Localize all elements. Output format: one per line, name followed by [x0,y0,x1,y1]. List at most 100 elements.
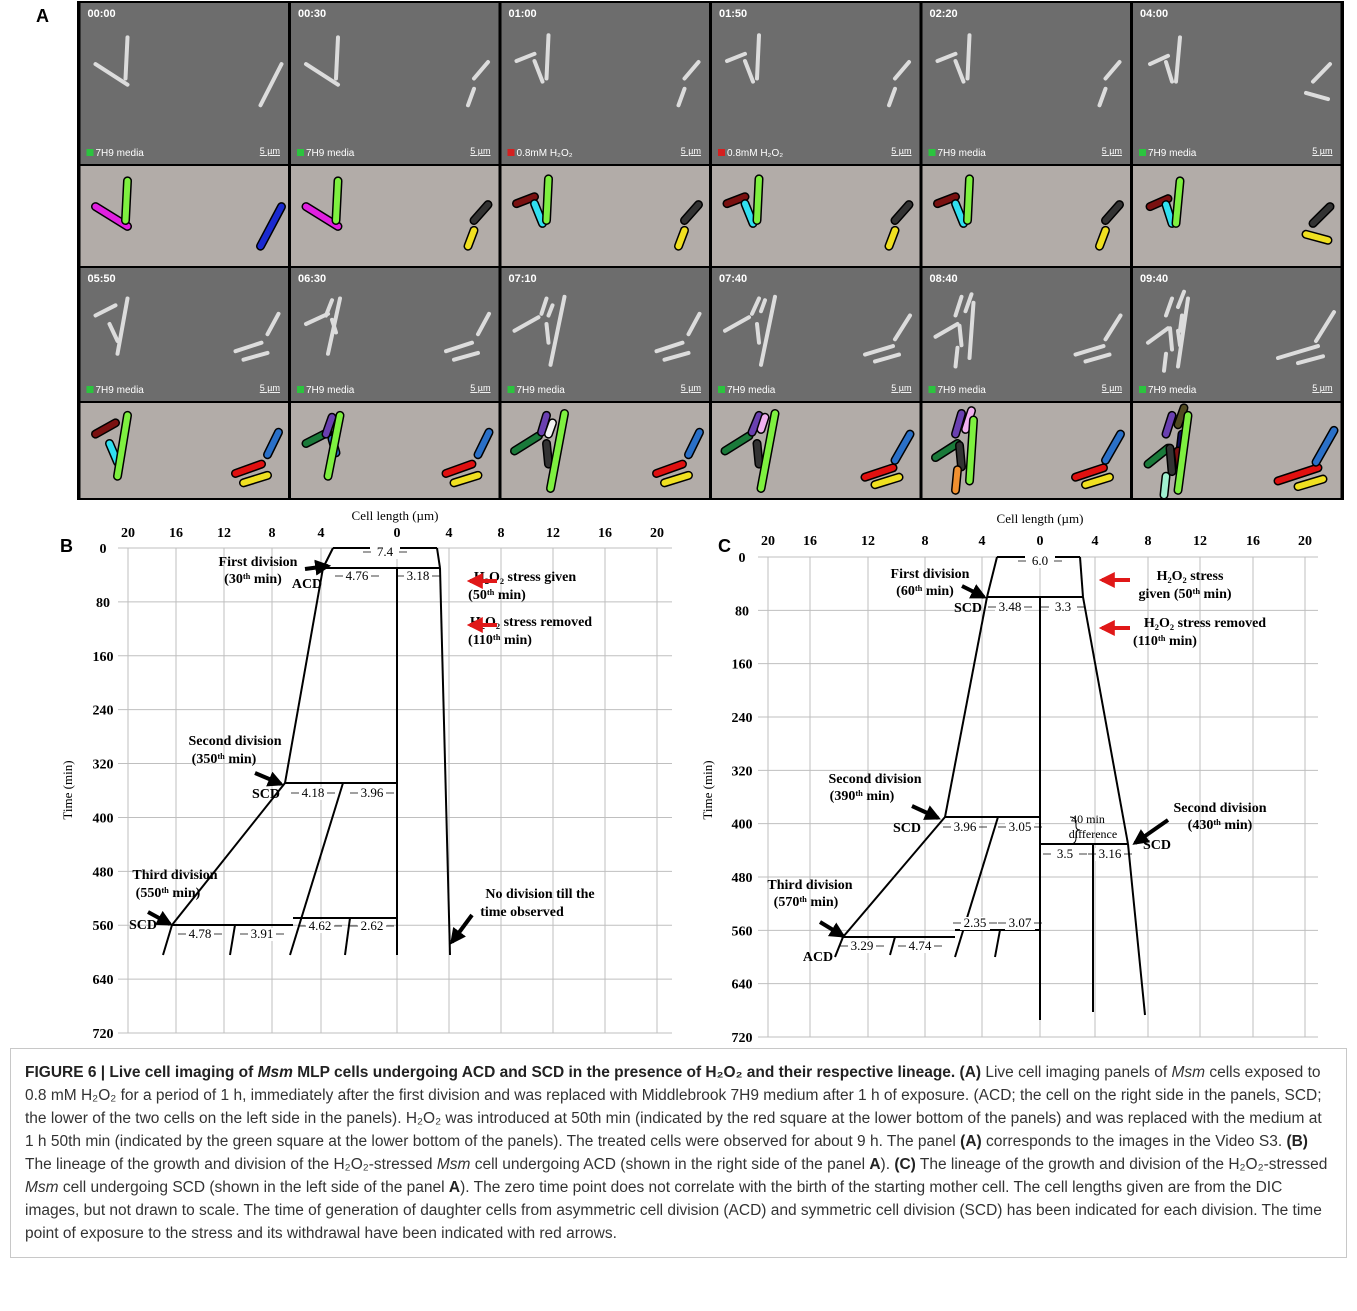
cell-length: 3.5 [1057,846,1073,861]
cell-image [304,62,340,87]
cell-image [548,294,567,367]
cell-image [514,51,537,64]
cell-rod [892,431,913,464]
length-bg [1051,848,1079,861]
caption-run: The lineage of the growth and division o… [25,1156,437,1173]
cell-rod [952,466,961,494]
cell-rod [232,461,265,477]
lineage-line [344,917,351,956]
cell-rod [758,410,778,492]
panel-a-frame [77,1,1344,500]
cell-image [1103,60,1122,81]
cell-length: 3.05 [1009,819,1032,834]
annotation: time observed [480,905,564,920]
medium-indicator [297,149,304,156]
y-tick-label: 320 [732,764,753,779]
lineage-line [1079,556,1084,598]
length-bg [248,928,276,941]
annotation: SCD [893,821,921,836]
x-tick-label: 20 [761,534,775,549]
cell-rod [1295,476,1326,490]
length-bg [961,917,989,930]
length-bg [358,787,386,800]
panel-label: C [718,536,731,556]
cell-rod [1163,201,1175,227]
lineage-schematic [1133,166,1341,266]
caption: FIGURE 6 | Live cell imaging of Msm MLP … [10,1048,1347,1258]
annotation: H₂O₂ stress removed [1144,616,1266,631]
annotation: difference [1069,827,1117,841]
cell-rod [722,432,752,454]
cell-rod [1072,464,1107,481]
x-tick-label: 20 [650,526,664,541]
cell-rod [1310,203,1333,227]
length-bg [371,546,399,559]
medium-indicator [297,386,304,393]
caption-run: A [869,1156,881,1173]
scale-bar: 5 µm [1312,383,1332,393]
cell-image [662,350,691,362]
length-bg [1049,601,1077,614]
cell-rod [886,227,898,250]
cell-image [1314,310,1336,343]
y-axis-title: Time (min) [60,760,75,819]
x-axis-title: Cell length (µm) [997,511,1084,526]
y-tick-label: 160 [93,650,114,665]
time-label: 09:40 [1140,273,1168,285]
cell-image [755,322,761,345]
scale-bar: 5 µm [260,146,280,156]
caption-run: A [448,1179,461,1196]
cell-image [123,35,130,81]
cell-rod [681,201,702,224]
cell-image [1146,326,1170,345]
annotation: First division [891,567,970,582]
y-tick-label: 80 [735,604,749,619]
y-tick-label: 480 [732,871,753,886]
cell-image [759,298,767,314]
time-label: 02:20 [930,8,958,20]
cell-image [476,311,491,337]
caption-run: The lineage of the growth and division o… [915,1156,1328,1173]
cell-length: 2.35 [964,915,987,930]
x-tick-label: 16 [169,526,183,541]
y-tick-label: 0 [100,542,107,557]
annotation: Second division [829,772,922,787]
cell-length: 3.48 [999,599,1022,614]
y-tick-label: 640 [93,973,114,988]
cell-image [963,292,974,314]
x-tick-label: 12 [546,526,560,541]
cell-rod [1082,474,1113,488]
scale-bar: 5 µm [681,383,701,393]
medium-label: 7H9 media [938,148,987,159]
annotation: First division [219,555,298,570]
cell-rod [754,440,762,468]
caption-run: cell undergoing ACD (shown in the right … [470,1156,870,1173]
annotation: ACD [803,950,833,965]
cell-rod [543,175,552,224]
lineage-schematic [922,166,1130,266]
cell-image [953,294,964,318]
cell-length: 3.91 [251,926,274,941]
x-tick-label: 4 [979,534,986,549]
cell-image [743,59,755,84]
brace [1069,816,1081,845]
medium-label: 7H9 media [1148,148,1197,159]
cell-image [1176,289,1186,309]
scale-bar: 5 µm [1312,146,1332,156]
lineage-schematic [712,166,920,266]
cell-rod [1175,412,1191,494]
medium-label: 7H9 media [727,385,776,396]
cell-rod [545,419,556,438]
cell-image [466,86,476,108]
annotation: SCD [1143,838,1171,853]
cell-image [1164,296,1174,318]
cell-image [326,296,342,356]
cell-image [873,352,901,364]
annotation: (50ᵗʰ min) [468,588,526,603]
micrograph [501,268,709,401]
cell-length: 2.62 [361,918,384,933]
cell-image [472,60,490,81]
cell-image [1304,90,1330,102]
lineage-line [1127,843,1146,1016]
x-tick-label: 16 [1246,534,1260,549]
